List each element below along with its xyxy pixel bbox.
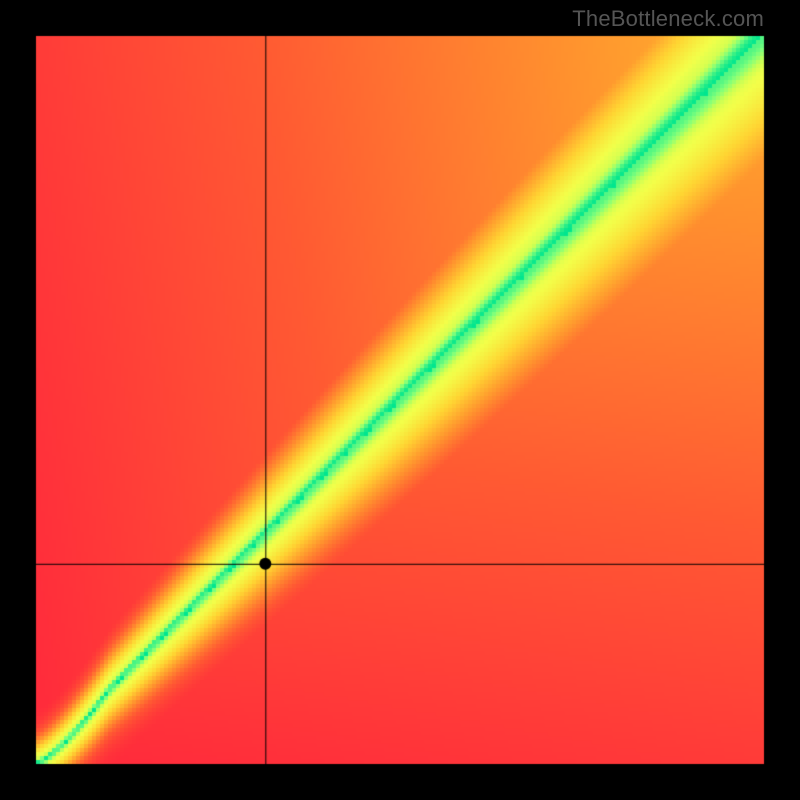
chart-container: TheBottleneck.com: [0, 0, 800, 800]
watermark-text: TheBottleneck.com: [572, 6, 764, 32]
bottleneck-heatmap: [0, 0, 800, 800]
